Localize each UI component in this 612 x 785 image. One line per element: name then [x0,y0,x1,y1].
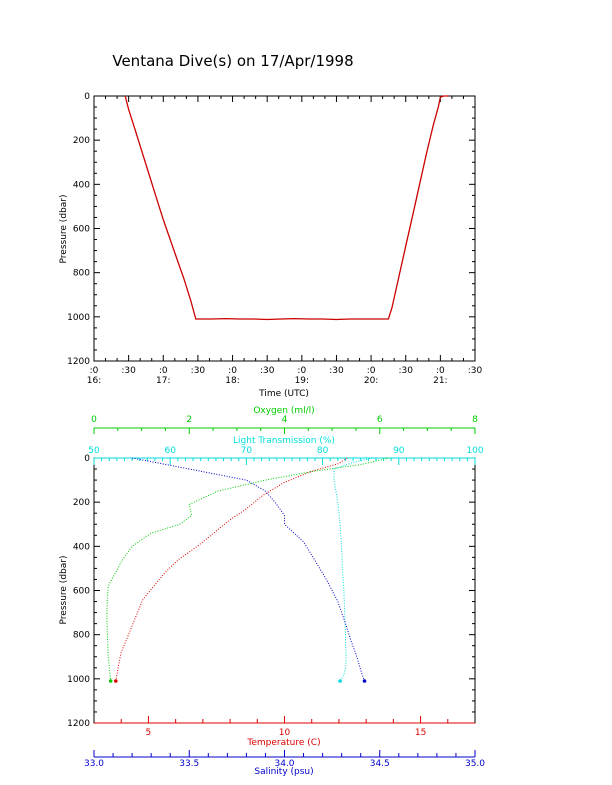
dive-pressure-line [124,95,449,321]
temperature-profile-line [115,457,348,682]
x-tick-label: :30 [191,366,206,376]
profile-y-axis: 0 200 400 600 800 1000 1200 [67,454,475,729]
oxygen-tick-label: 4 [282,415,288,425]
oxygen-tick-label: 0 [91,415,97,425]
light-transmission-tick-label: 100 [466,446,483,456]
x-tick-label: :0 [297,366,306,376]
y-tick-label: 1200 [67,357,90,367]
x-tick-label: :0 [90,366,99,376]
oxygen-tick-label: 2 [186,415,192,425]
y-tick-label: 0 [84,92,90,102]
y-tick-label: 1200 [67,719,90,729]
y-tick-label: 200 [73,498,90,508]
light-transmission-tick-label: 70 [241,446,253,456]
x-tick-label: :0 [159,366,168,376]
oxygen-tick-label: 6 [377,415,383,425]
temperature-tick-label: 10 [279,728,291,738]
salinity-profile-line [132,457,365,682]
x-tick-hour-label: 16: [87,376,101,386]
time-pressure-y-axis: 0 200 400 600 800 1000 1200 [67,92,475,367]
light-transmission-tick-label: 80 [317,446,329,456]
x-tick-hour-label: 18: [225,376,239,386]
temperature-tick-label: 5 [146,728,152,738]
y-tick-label: 1000 [67,675,90,685]
y-tick-label: 600 [73,587,90,597]
x-tick-label: :30 [329,366,344,376]
profile-series [106,457,390,683]
light-transmission-axis-label: Light Transmission (%) [233,436,335,446]
oxygen-axis-label: Oxygen (ml/l) [253,406,314,416]
salinity-tick-label: 34.5 [370,759,390,769]
temperature-axis-label: Temperature (C) [246,738,320,748]
time-pressure-y-axis-label: Pressure (dbar) [59,195,69,264]
profile-chart: 0 200 400 600 800 1000 1200 0 2 4 6 8 50 60 70 80 90 10… [59,406,485,777]
x-tick-label: :30 [121,366,136,376]
y-tick-label: 600 [73,225,90,235]
y-tick-label: 400 [73,180,90,190]
temperature-axis: 5 10 15 [94,716,475,738]
temperature-tick-label: 15 [415,728,426,738]
time-pressure-plot-frame [93,95,476,362]
oxygen-tick-label: 8 [472,415,478,425]
y-tick-label: 800 [73,631,90,641]
temperature-profile-end-marker [114,679,118,683]
time-pressure-series [124,95,449,321]
salinity-axis-label: Salinity (psu) [254,767,313,777]
salinity-tick-label: 35.0 [465,759,485,769]
x-tick-label: :0 [228,366,237,376]
x-tick-label: :30 [260,366,275,376]
light-transmission-tick-label: 60 [164,446,176,456]
light-transmission-tick-label: 50 [88,446,100,456]
x-tick-hour-label: 19: [295,376,309,386]
oxygen-profile-line [106,457,390,682]
salinity-tick-label: 33.0 [84,759,104,769]
salinity-tick-label: 33.5 [179,759,199,769]
x-tick-hour-label: 21: [433,376,447,386]
salinity-profile-end-marker [362,679,367,683]
oxygen-profile-end-marker [108,679,113,683]
light-transmission-tick-label: 90 [393,446,405,456]
light-transmission-axis: 50 60 70 80 90 100 [88,446,484,465]
light-transmission-profile-line [333,457,373,682]
oxygen-axis: 0 2 4 6 8 [91,415,478,434]
time-pressure-x-axis-label: Time (UTC) [258,389,309,399]
x-tick-label: :30 [398,366,413,376]
page-title: Ventana Dive(s) on 17/Apr/1998 [112,52,353,70]
x-tick-hour-label: 20: [364,376,378,386]
x-tick-label: :0 [436,366,445,376]
profile-y-axis-label: Pressure (dbar) [59,556,69,625]
salinity-tick-label: 34.0 [274,759,294,769]
profile-plot-frame [93,457,476,724]
y-tick-label: 1000 [67,313,90,323]
time-pressure-x-axis: :016::30:017::30:018::30:019::30:020::30… [87,96,483,386]
y-tick-label: 200 [73,136,90,146]
x-tick-label: :30 [468,366,483,376]
x-tick-hour-label: 17: [156,376,170,386]
salinity-axis: 33.0 33.5 34.0 34.5 35.0 [84,750,485,769]
light-transmission-profile-end-marker [338,679,342,683]
y-tick-label: 400 [73,542,90,552]
y-tick-label: 800 [73,269,90,279]
y-tick-label: 0 [84,454,90,464]
x-tick-label: :0 [367,366,376,376]
